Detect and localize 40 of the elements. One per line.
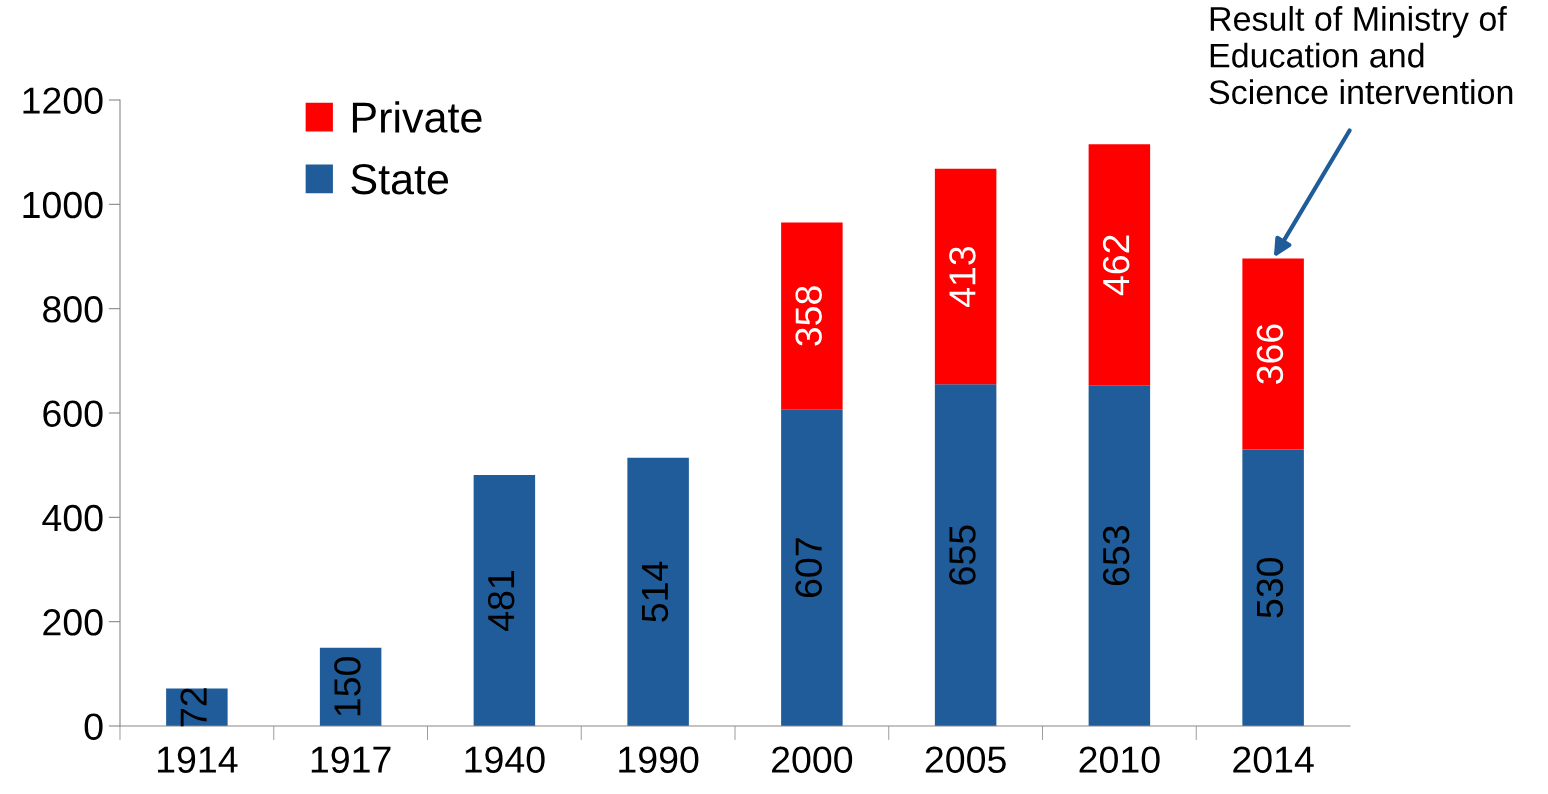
bar (1088, 385, 1151, 726)
annotation: Result of Ministry of Education and Science intervention (1209, 6, 1513, 105)
x-tick-label: 2014 (1233, 746, 1314, 773)
data-label: 530 (1256, 557, 1284, 618)
x-tick-label: 1917 (311, 746, 391, 773)
legend-label: State (351, 163, 449, 195)
data-label: 655 (949, 525, 976, 585)
data-label: 607 (795, 538, 822, 598)
x-tick-label: 1940 (465, 746, 545, 773)
y-tick-label: 600 (43, 400, 103, 427)
x-tick-label: 1990 (619, 746, 699, 773)
data-label: 72 (180, 688, 207, 727)
bar (1088, 144, 1151, 386)
bar (1242, 449, 1304, 726)
data-label: 413 (949, 246, 976, 307)
data-label: 366 (1256, 324, 1284, 384)
bar (934, 384, 997, 726)
data-label: 514 (642, 561, 669, 622)
x-tick-label: 2000 (772, 746, 853, 773)
y-tick-label: 800 (43, 296, 103, 323)
bar (934, 168, 997, 385)
x-tick-label: 2010 (1079, 746, 1160, 773)
x-tick-label: 1914 (158, 746, 238, 773)
bar (781, 222, 843, 410)
data-label: 653 (1102, 526, 1130, 586)
legend-label: Private (352, 101, 482, 133)
y-tick-label: 1000 (23, 191, 103, 219)
data-label: 462 (1102, 235, 1130, 296)
bar (627, 457, 689, 726)
data-label: 358 (795, 286, 822, 346)
bar (473, 475, 536, 726)
data-label: 481 (487, 571, 515, 631)
y-tick-label: 1200 (23, 87, 103, 114)
y-tick-label: 200 (43, 609, 103, 636)
data-label: 150 (334, 657, 361, 716)
bar (781, 409, 843, 726)
x-tick-label: 2005 (925, 746, 1006, 773)
bar (1242, 258, 1304, 450)
y-tick-label: 400 (42, 504, 103, 532)
y-tick-label: 0 (84, 713, 103, 740)
